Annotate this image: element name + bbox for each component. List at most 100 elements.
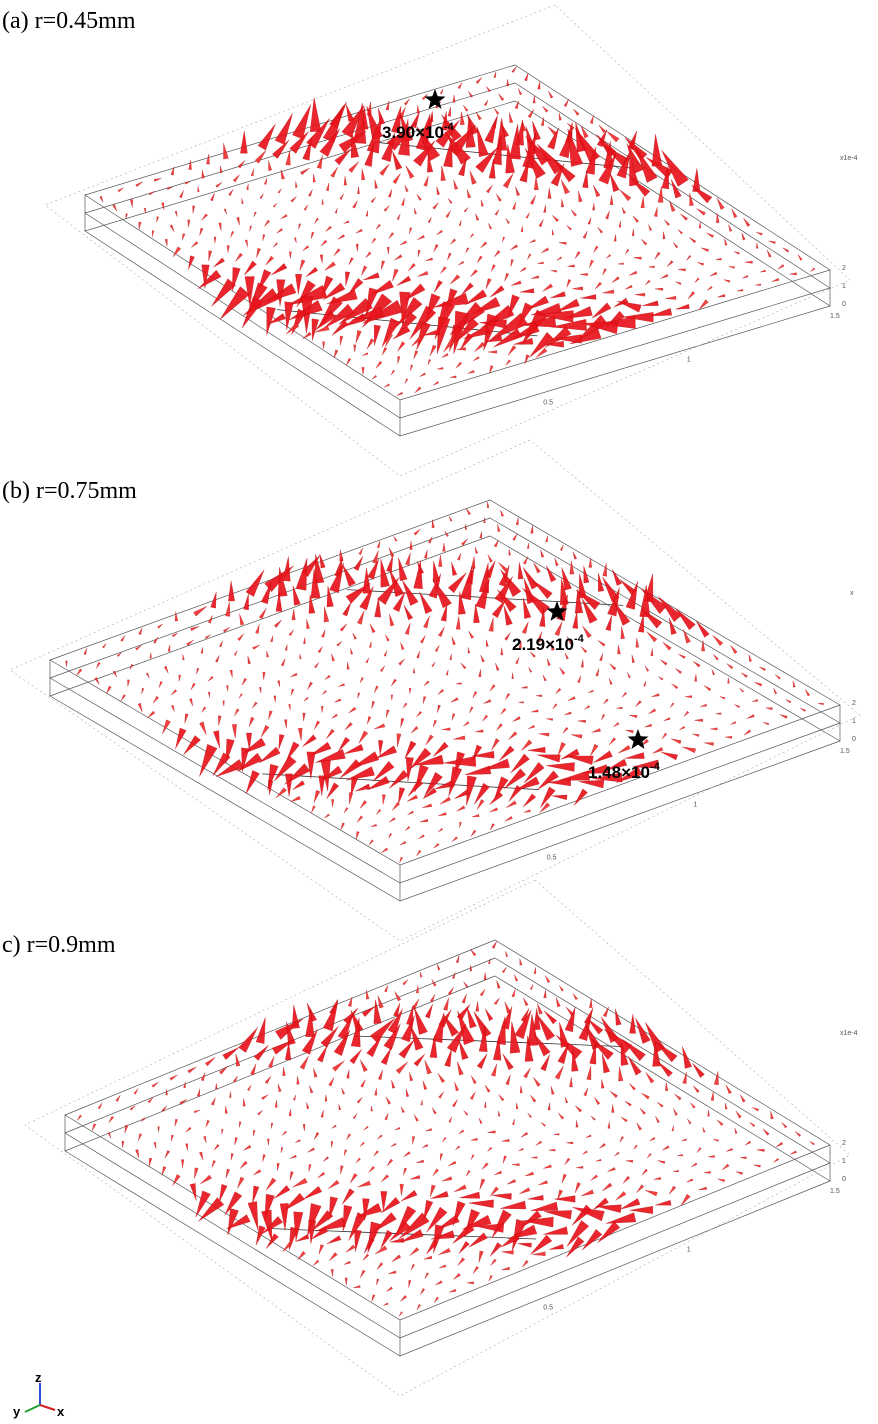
- field-arrow: [662, 733, 667, 739]
- field-arrow: [414, 1115, 419, 1122]
- field-arrow: [375, 746, 397, 759]
- field-arrow: [549, 1244, 564, 1249]
- field-arrow: [464, 208, 468, 213]
- field-arrow: [289, 252, 291, 259]
- field-arrow: [337, 641, 342, 646]
- field-arrow: [629, 715, 637, 718]
- field-arrow: [269, 711, 273, 720]
- field-arrow: [165, 239, 167, 246]
- field-arrow: [367, 776, 390, 790]
- field-arrow: [405, 553, 410, 566]
- field-arrow: [400, 857, 403, 863]
- field-arrow: [469, 631, 474, 639]
- field-arrow: [449, 1117, 452, 1123]
- field-arrow: [525, 1172, 534, 1176]
- field-arrow: [385, 985, 388, 992]
- field-arrow: [646, 1072, 654, 1083]
- field-arrow: [116, 1095, 121, 1102]
- field-arrow: [446, 211, 451, 218]
- field-arrow: [566, 1237, 584, 1258]
- field-arrow: [357, 187, 359, 194]
- field-arrow: [125, 1125, 128, 1133]
- field-arrow: [713, 1139, 719, 1141]
- field-arrow: [366, 211, 368, 217]
- field-arrow: [347, 662, 349, 669]
- field-arrow: [459, 1241, 470, 1253]
- field-arrow: [344, 1150, 347, 1156]
- plane-tick-label: 0.5: [543, 1305, 553, 1312]
- field-arrow: [469, 1200, 494, 1208]
- field-arrow: [630, 1206, 653, 1213]
- field-arrow: [399, 659, 405, 665]
- field-arrow: [432, 1108, 436, 1115]
- field-arrow: [782, 1122, 787, 1128]
- field-arrow: [744, 218, 751, 227]
- field-arrow: [531, 1202, 558, 1211]
- field-arrow: [208, 692, 210, 698]
- field-arrow: [302, 735, 316, 747]
- field-arrow: [362, 367, 364, 374]
- field-arrow: [756, 284, 761, 286]
- field-arrow: [173, 247, 181, 257]
- field-arrow: [360, 1060, 367, 1072]
- field-arrow: [171, 705, 174, 711]
- field-arrow: [533, 1077, 540, 1086]
- field-arrow: [531, 1157, 537, 1159]
- field-arrow: [434, 244, 439, 252]
- field-arrow: [650, 1137, 656, 1141]
- field-arrow: [562, 1174, 567, 1183]
- field-arrow: [194, 1168, 198, 1179]
- field-arrow: [495, 210, 499, 216]
- field-arrow: [645, 724, 652, 727]
- field-arrow: [329, 563, 343, 593]
- field-arrow: [200, 1175, 212, 1184]
- field-arrow: [331, 654, 334, 661]
- field-arrow: [482, 1163, 489, 1170]
- field-arrow: [456, 616, 460, 629]
- field-arrow: [414, 351, 418, 359]
- field-arrow: [344, 744, 364, 754]
- field-arrow: [311, 806, 315, 813]
- field-arrow: [462, 994, 467, 1003]
- field-arrow: [754, 682, 762, 686]
- field-arrow: [342, 1088, 345, 1094]
- field-arrow: [284, 720, 287, 729]
- field-arrow: [442, 353, 449, 357]
- field-arrow: [584, 705, 590, 709]
- field-arrow: [401, 1190, 417, 1201]
- field-arrow: [438, 812, 446, 816]
- field-arrow: [434, 280, 442, 292]
- field-arrow: [575, 251, 580, 258]
- field-arrow: [516, 657, 520, 664]
- field-arrow: [239, 694, 243, 699]
- field-arrow: [621, 627, 625, 639]
- field-arrow: [481, 200, 484, 207]
- field-arrow: [216, 182, 222, 187]
- field-arrow: [518, 89, 522, 95]
- field-arrow: [231, 1153, 234, 1160]
- z-tick-label: 2: [842, 265, 846, 272]
- field-arrow: [226, 1169, 230, 1178]
- field-arrow: [381, 1175, 389, 1182]
- field-arrow: [671, 739, 681, 744]
- field-arrow: [108, 1132, 111, 1138]
- field-arrow: [578, 191, 582, 202]
- field-arrow: [408, 811, 414, 815]
- field-arrow: [191, 683, 196, 690]
- field-arrow: [277, 1163, 279, 1171]
- field-arrow: [339, 1104, 341, 1110]
- field-arrow: [322, 199, 324, 204]
- field-arrow: [321, 1110, 324, 1117]
- field-arrow: [568, 697, 576, 701]
- field-arrow: [582, 1151, 587, 1155]
- field-arrow: [596, 668, 599, 676]
- field-arrow: [521, 1132, 528, 1137]
- field-arrow: [450, 275, 460, 285]
- field-arrow: [490, 685, 496, 692]
- field-arrow: [591, 1175, 598, 1181]
- field-arrow: [437, 187, 440, 195]
- panel: 1.48×10-4c) r=0.9mmx1e-40120.511.5: [2, 729, 858, 1396]
- field-arrow: [513, 716, 521, 721]
- field-arrow: [601, 714, 604, 720]
- field-arrow: [661, 752, 678, 760]
